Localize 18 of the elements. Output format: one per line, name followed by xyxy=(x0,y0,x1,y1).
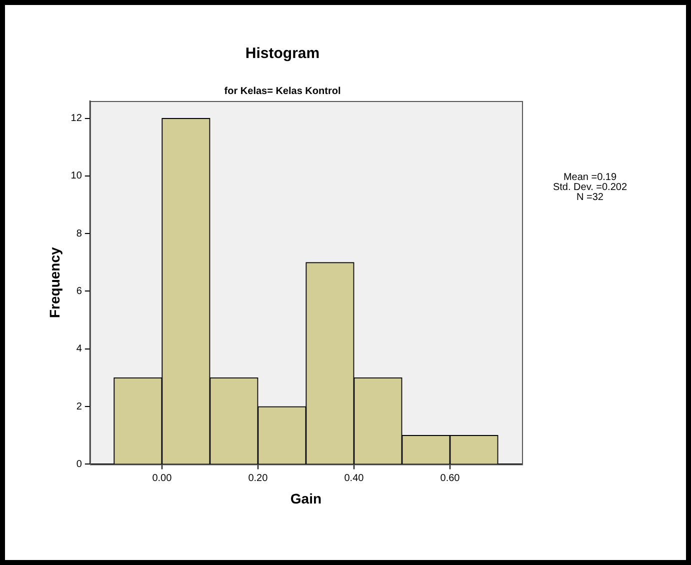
chart-subtitle: for Kelas= Kelas Kontrol xyxy=(224,86,341,97)
x-tick-label: 0.40 xyxy=(344,472,364,484)
text: Std. Dev. =0.202 xyxy=(552,182,628,193)
y-tick-label: 10 xyxy=(70,170,82,182)
x-tick-label: 0.00 xyxy=(152,472,172,484)
y-axis-title: Frequency xyxy=(46,246,62,318)
x-tick-label: 0.60 xyxy=(440,472,460,484)
y-tick-label: 4 xyxy=(76,344,82,355)
text: N =32 xyxy=(576,192,604,203)
y-tick-label: 2 xyxy=(76,401,82,412)
y-tick-label: 6 xyxy=(76,286,82,297)
y-tick-label: 8 xyxy=(76,228,82,240)
y-tick-label: 12 xyxy=(70,113,82,124)
y-tick-label: 0 xyxy=(76,458,82,470)
x-tick-label: 0.20 xyxy=(248,472,268,484)
x-axis-title: Gain xyxy=(290,490,322,506)
chart-title: Histogram xyxy=(245,45,320,62)
text: Mean =0.19 xyxy=(563,172,618,183)
